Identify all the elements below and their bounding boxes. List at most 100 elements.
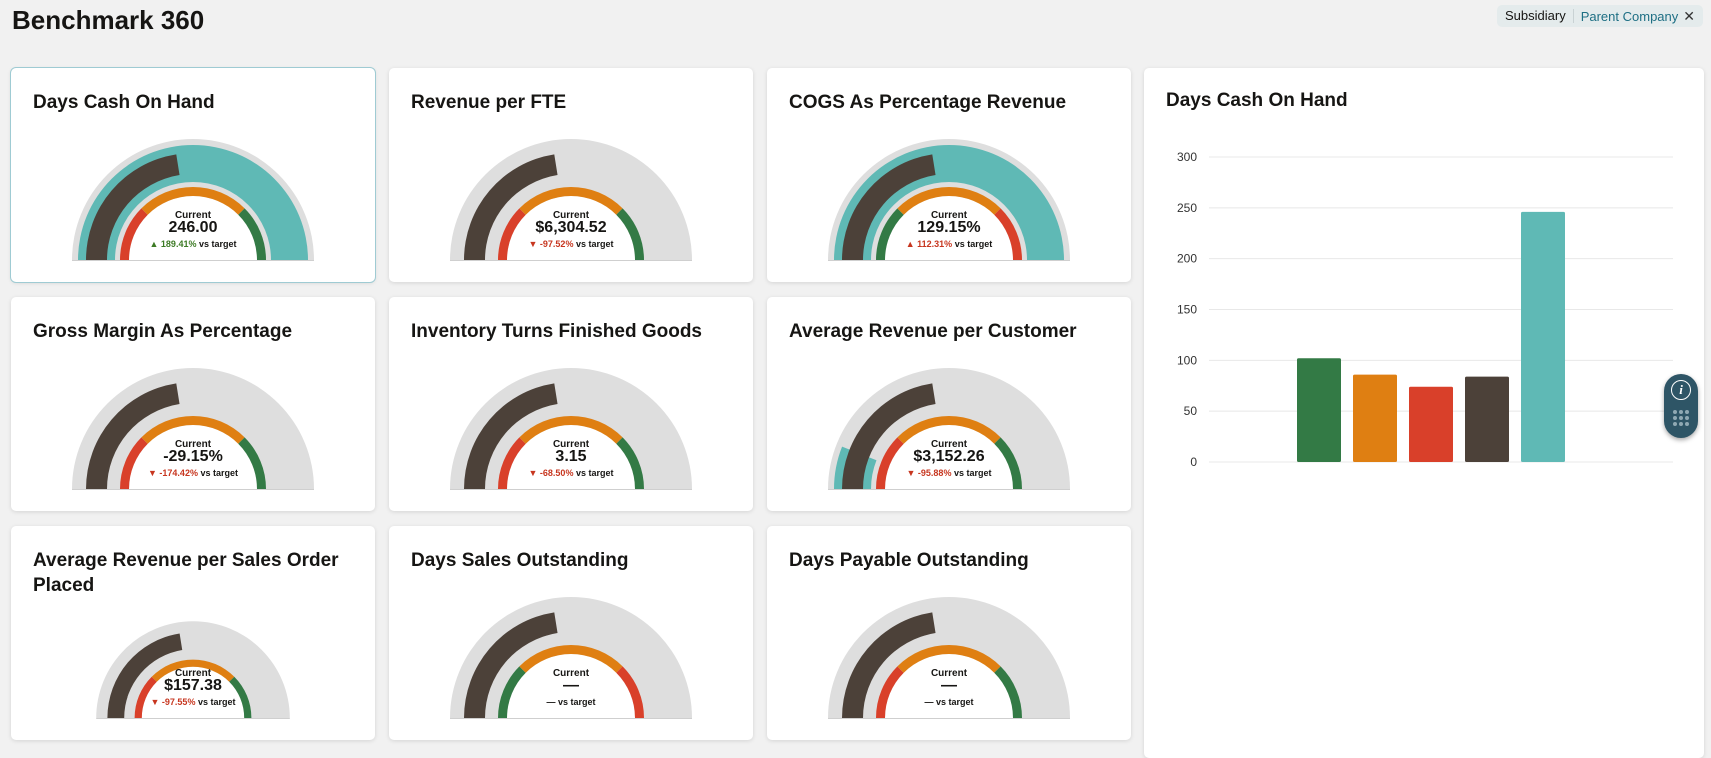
vs-target: ▼ -97.52% vs target [471, 239, 671, 249]
threshold-median [141, 187, 245, 215]
gauge [72, 368, 314, 490]
gauge [828, 597, 1070, 719]
current-value: — [563, 677, 579, 694]
current-value: 246.00 [168, 219, 218, 236]
filter-value[interactable]: Parent Company [1580, 8, 1679, 24]
delta-value: 189.41% [160, 239, 197, 249]
threshold-top [994, 437, 1022, 489]
bar-current [1521, 211, 1565, 462]
current-label: Current [552, 439, 590, 450]
page-title: Benchmark 360 [12, 5, 205, 35]
delta-suffix: vs target [575, 239, 614, 249]
card-title: Average Revenue per Sales Order Placed [33, 550, 339, 596]
threshold-top [238, 437, 266, 489]
vs-target: — vs target [849, 697, 1049, 707]
kpi-card[interactable]: Days Payable Outstanding Current — — vs … [767, 526, 1131, 740]
delta-suffix: vs target [200, 468, 238, 478]
target-arc [86, 383, 180, 489]
kpi-card[interactable]: Revenue per FTE Current $6,304.52 ▼ -97.… [389, 68, 753, 282]
trend-arrow-icon: ▼ [528, 468, 540, 478]
threshold-bottom [120, 208, 148, 260]
threshold-top [616, 208, 644, 260]
trend-arrow-icon: ▼ [906, 468, 918, 478]
threshold-bottom [134, 676, 157, 718]
vs-target: ▼ -68.50% vs target [471, 468, 671, 478]
target-arc [464, 383, 558, 489]
delta-value: -68.50% [539, 468, 574, 478]
threshold-median [519, 645, 623, 673]
target-arc [107, 633, 183, 718]
filter-label: Subsidiary [1497, 9, 1574, 23]
delta-value: -97.55% [161, 697, 196, 707]
bar-target [1465, 376, 1509, 462]
target-arc [86, 154, 180, 260]
threshold-top [616, 437, 644, 489]
close-icon[interactable]: ✕ [1683, 7, 1695, 24]
kpi-card[interactable]: Days Sales Outstanding Current — — vs ta… [389, 526, 753, 740]
info-icon: i [1671, 380, 1691, 400]
threshold-median [519, 416, 623, 444]
delta-value: -97.52% [539, 239, 574, 249]
threshold-median [897, 416, 1001, 444]
delta-value: -174.42% [159, 468, 198, 478]
kpi-card[interactable]: COGS As Percentage Revenue Current 129.1… [767, 68, 1131, 282]
card-title: Average Revenue per Customer [789, 321, 1077, 342]
vs-target: ▲ 189.41% vs target [93, 239, 293, 249]
kpi-card[interactable]: Inventory Turns Finished Goods Current 3… [389, 297, 753, 511]
trend-arrow-icon: ▼ [528, 239, 540, 249]
threshold-median [151, 659, 235, 682]
vs-target: ▼ -174.42% vs target [93, 468, 293, 478]
delta-suffix: vs target [557, 697, 596, 707]
bar-bottom-25- [1409, 386, 1453, 462]
target-arc [842, 612, 936, 718]
delta-suffix: vs target [954, 239, 993, 249]
chart-title: Days Cash On Hand [1166, 90, 1348, 111]
card-title: Gross Margin As Percentage [33, 321, 293, 342]
trend-arrow-icon: ▲ [149, 239, 161, 249]
threshold-bottom [994, 208, 1022, 260]
gauge [828, 368, 1070, 490]
current-label: Current [174, 668, 212, 679]
threshold-top [994, 666, 1022, 718]
card-title: Inventory Turns Finished Goods [411, 321, 703, 342]
threshold-median [519, 187, 623, 215]
card-title: Revenue per FTE [411, 92, 567, 113]
y-tick-label: 200 [1177, 252, 1197, 266]
target-arc [464, 612, 558, 718]
trend-arrow-icon: ▲ [905, 239, 918, 249]
vs-target: ▲ 112.31% vs target [849, 239, 1049, 249]
target-arc [842, 383, 936, 489]
current-label: Current [174, 210, 212, 221]
threshold-bottom [498, 437, 526, 489]
threshold-bottom [498, 208, 526, 260]
gauge [828, 139, 1070, 261]
current-label: Current [174, 439, 212, 450]
chart-panel: Days Cash On Hand 300250200150100500Oct … [1144, 68, 1704, 758]
y-tick-label: 300 [1177, 150, 1197, 164]
threshold-top [498, 666, 526, 718]
subsidiary-filter-chip[interactable]: Subsidiary Parent Company ✕ [1497, 5, 1703, 27]
delta-value: — [924, 697, 934, 707]
kpi-card[interactable]: Average Revenue per Sales Order Placed C… [11, 526, 375, 740]
gauge [450, 597, 692, 719]
info-button[interactable]: i [1664, 374, 1698, 438]
current-value: — [941, 677, 957, 694]
card-title: COGS As Percentage Revenue [789, 92, 1067, 113]
y-tick-label: 150 [1177, 303, 1197, 317]
kpi-card[interactable]: Average Revenue per Customer Current $3,… [767, 297, 1131, 511]
kpi-card[interactable]: Days Cash On Hand Current 246.00 ▲ 189.4… [11, 68, 375, 282]
gauge [96, 621, 290, 719]
delta-suffix: vs target [953, 468, 992, 478]
card-title: Days Payable Outstanding [789, 550, 1029, 571]
threshold-top [238, 208, 266, 260]
current-label: Current [552, 210, 590, 221]
delta-suffix: vs target [575, 468, 614, 478]
card-title: Days Sales Outstanding [411, 550, 629, 571]
current-label: Current [930, 439, 968, 450]
threshold-median [897, 645, 1001, 673]
vs-target: ▼ -95.88% vs target [849, 468, 1049, 478]
trend-arrow-icon: ▼ [150, 697, 162, 707]
kpi-card[interactable]: Gross Margin As Percentage Current -29.1… [11, 297, 375, 511]
y-tick-label: 50 [1184, 404, 1198, 418]
gauge [450, 139, 692, 261]
